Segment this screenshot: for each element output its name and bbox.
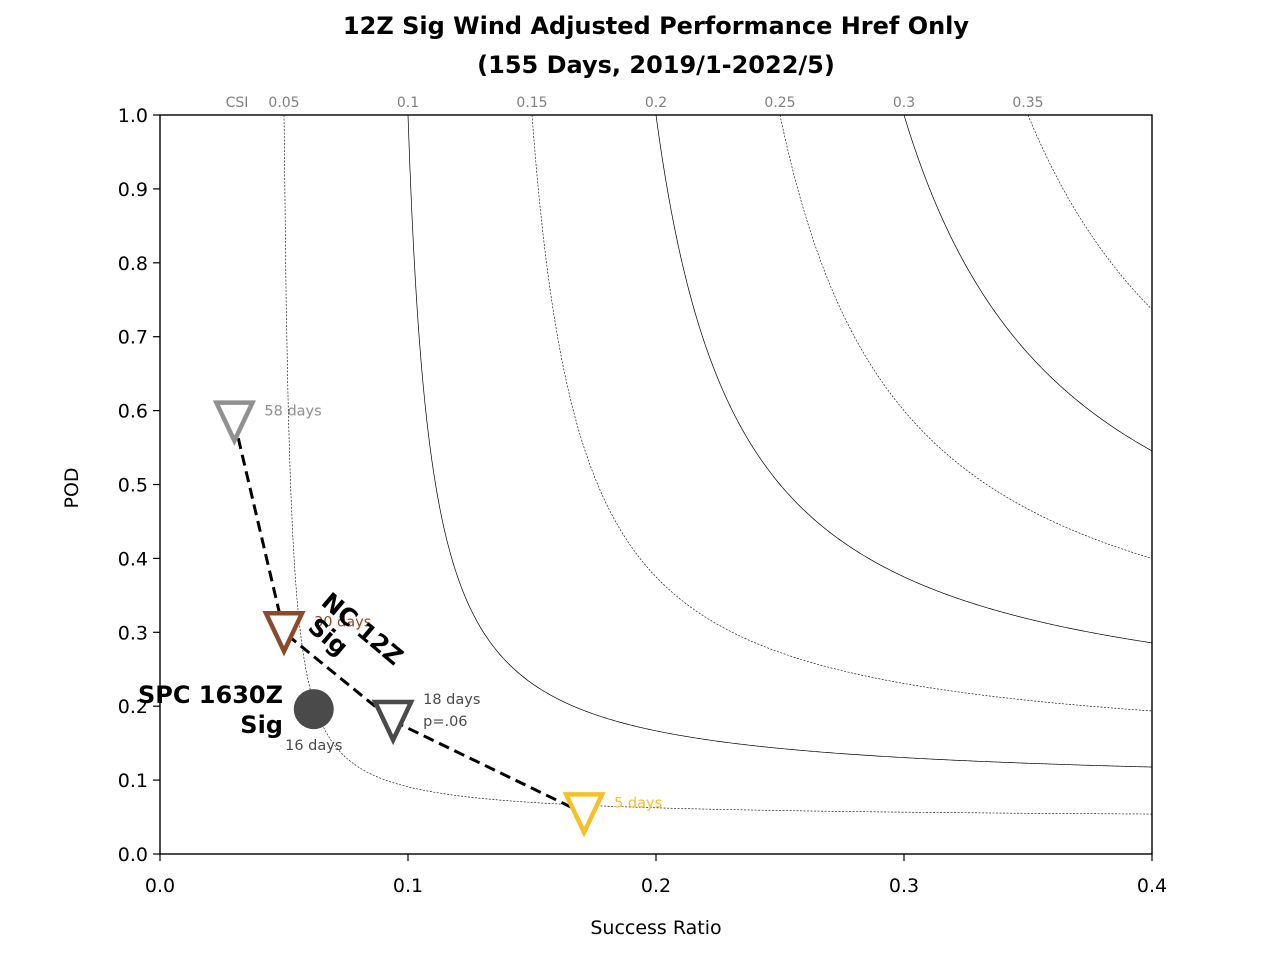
x-tick-label-0.4: 0.4 [1137, 875, 1167, 897]
point-label-0-1: 30 days [314, 614, 371, 630]
point-triangle-0-0 [212, 400, 256, 446]
y-tick-label-0.7: 0.7 [118, 327, 148, 349]
y-tick-label-0.0: 0.0 [118, 844, 148, 866]
csi-tick-label-0.35: 0.35 [1012, 95, 1043, 111]
data-points: 58 days 30 days 18 days p=.06 5 days 16 days [212, 400, 662, 838]
chart-title-line-1: 12Z Sig Wind Adjusted Performance Href O… [343, 12, 969, 40]
y-tick-label-0.1: 0.1 [118, 770, 148, 792]
x-axis: 0.0 0.1 0.2 0.3 0.4 [145, 854, 1167, 897]
csi-tick-label-0.25: 0.25 [764, 95, 795, 111]
csi-tick-label-0.05: 0.05 [268, 95, 299, 111]
point-label-1-0: 16 days [285, 738, 342, 754]
point-label-0-2-0: 18 days [423, 692, 480, 708]
csi-contour-0.3 [903, 115, 1152, 452]
csi-tick-label-0.15: 0.15 [516, 95, 547, 111]
nc-annotation: NC 12Z Sig [303, 587, 409, 671]
x-tick-label-0.2: 0.2 [641, 875, 671, 897]
y-tick-label-0.2: 0.2 [118, 696, 148, 718]
csi-contour-0.25 [779, 115, 1152, 559]
y-tick-label-0.9: 0.9 [118, 179, 148, 201]
csi-contour-0.2 [655, 115, 1152, 644]
series-0-line [232, 421, 585, 815]
point-triangle-0-2 [371, 699, 415, 746]
point-circle-1-0 [293, 689, 334, 730]
y-tick-label-0.8: 0.8 [118, 253, 148, 275]
y-tick-label-0.4: 0.4 [118, 548, 148, 570]
csi-contour-0.15 [531, 115, 1152, 712]
y-tick-label-0.3: 0.3 [118, 622, 148, 644]
point-triangle-0-3 [562, 792, 606, 838]
point-triangle-0-1 [262, 611, 306, 657]
y-axis-label: POD [61, 467, 83, 508]
y-tick-label-1.0: 1.0 [118, 105, 148, 127]
csi-contour-0.1 [407, 115, 1152, 768]
spc-annotation-line-1: SPC 1630Z [138, 681, 283, 709]
y-tick-label-0.6: 0.6 [118, 401, 148, 423]
series-lines [232, 421, 585, 815]
x-axis-label: Success Ratio [590, 917, 721, 939]
csi-tick-label-0.2: 0.2 [645, 95, 667, 111]
csi-contour-0.05 [283, 115, 1152, 815]
csi-tick-label-0.1: 0.1 [397, 95, 419, 111]
csi-labels: 0.05 0.1 0.15 0.2 0.25 0.3 0.35 [268, 95, 1043, 111]
point-label-0-3: 5 days [614, 795, 662, 811]
x-tick-label-0.0: 0.0 [145, 875, 175, 897]
spc-annotation-line-2: Sig [240, 711, 283, 739]
point-label-0-2-1: p=.06 [423, 714, 467, 730]
x-tick-label-0.3: 0.3 [889, 875, 919, 897]
chart-title-line-2: (155 Days, 2019/1-2022/5) [477, 51, 835, 79]
point-label-0-0: 58 days [264, 404, 321, 420]
y-tick-label-0.5: 0.5 [118, 475, 148, 497]
csi-contour-0.35 [1027, 115, 1152, 310]
csi-tick-label-0.3: 0.3 [893, 95, 915, 111]
x-tick-label-0.1: 0.1 [393, 875, 423, 897]
csi-axis-label: CSI [226, 95, 249, 111]
csi-contours [283, 115, 1152, 815]
y-axis: 0.0 0.1 0.2 0.3 0.4 0.5 0.6 0.7 0.8 0.9 1.0 [118, 105, 160, 866]
